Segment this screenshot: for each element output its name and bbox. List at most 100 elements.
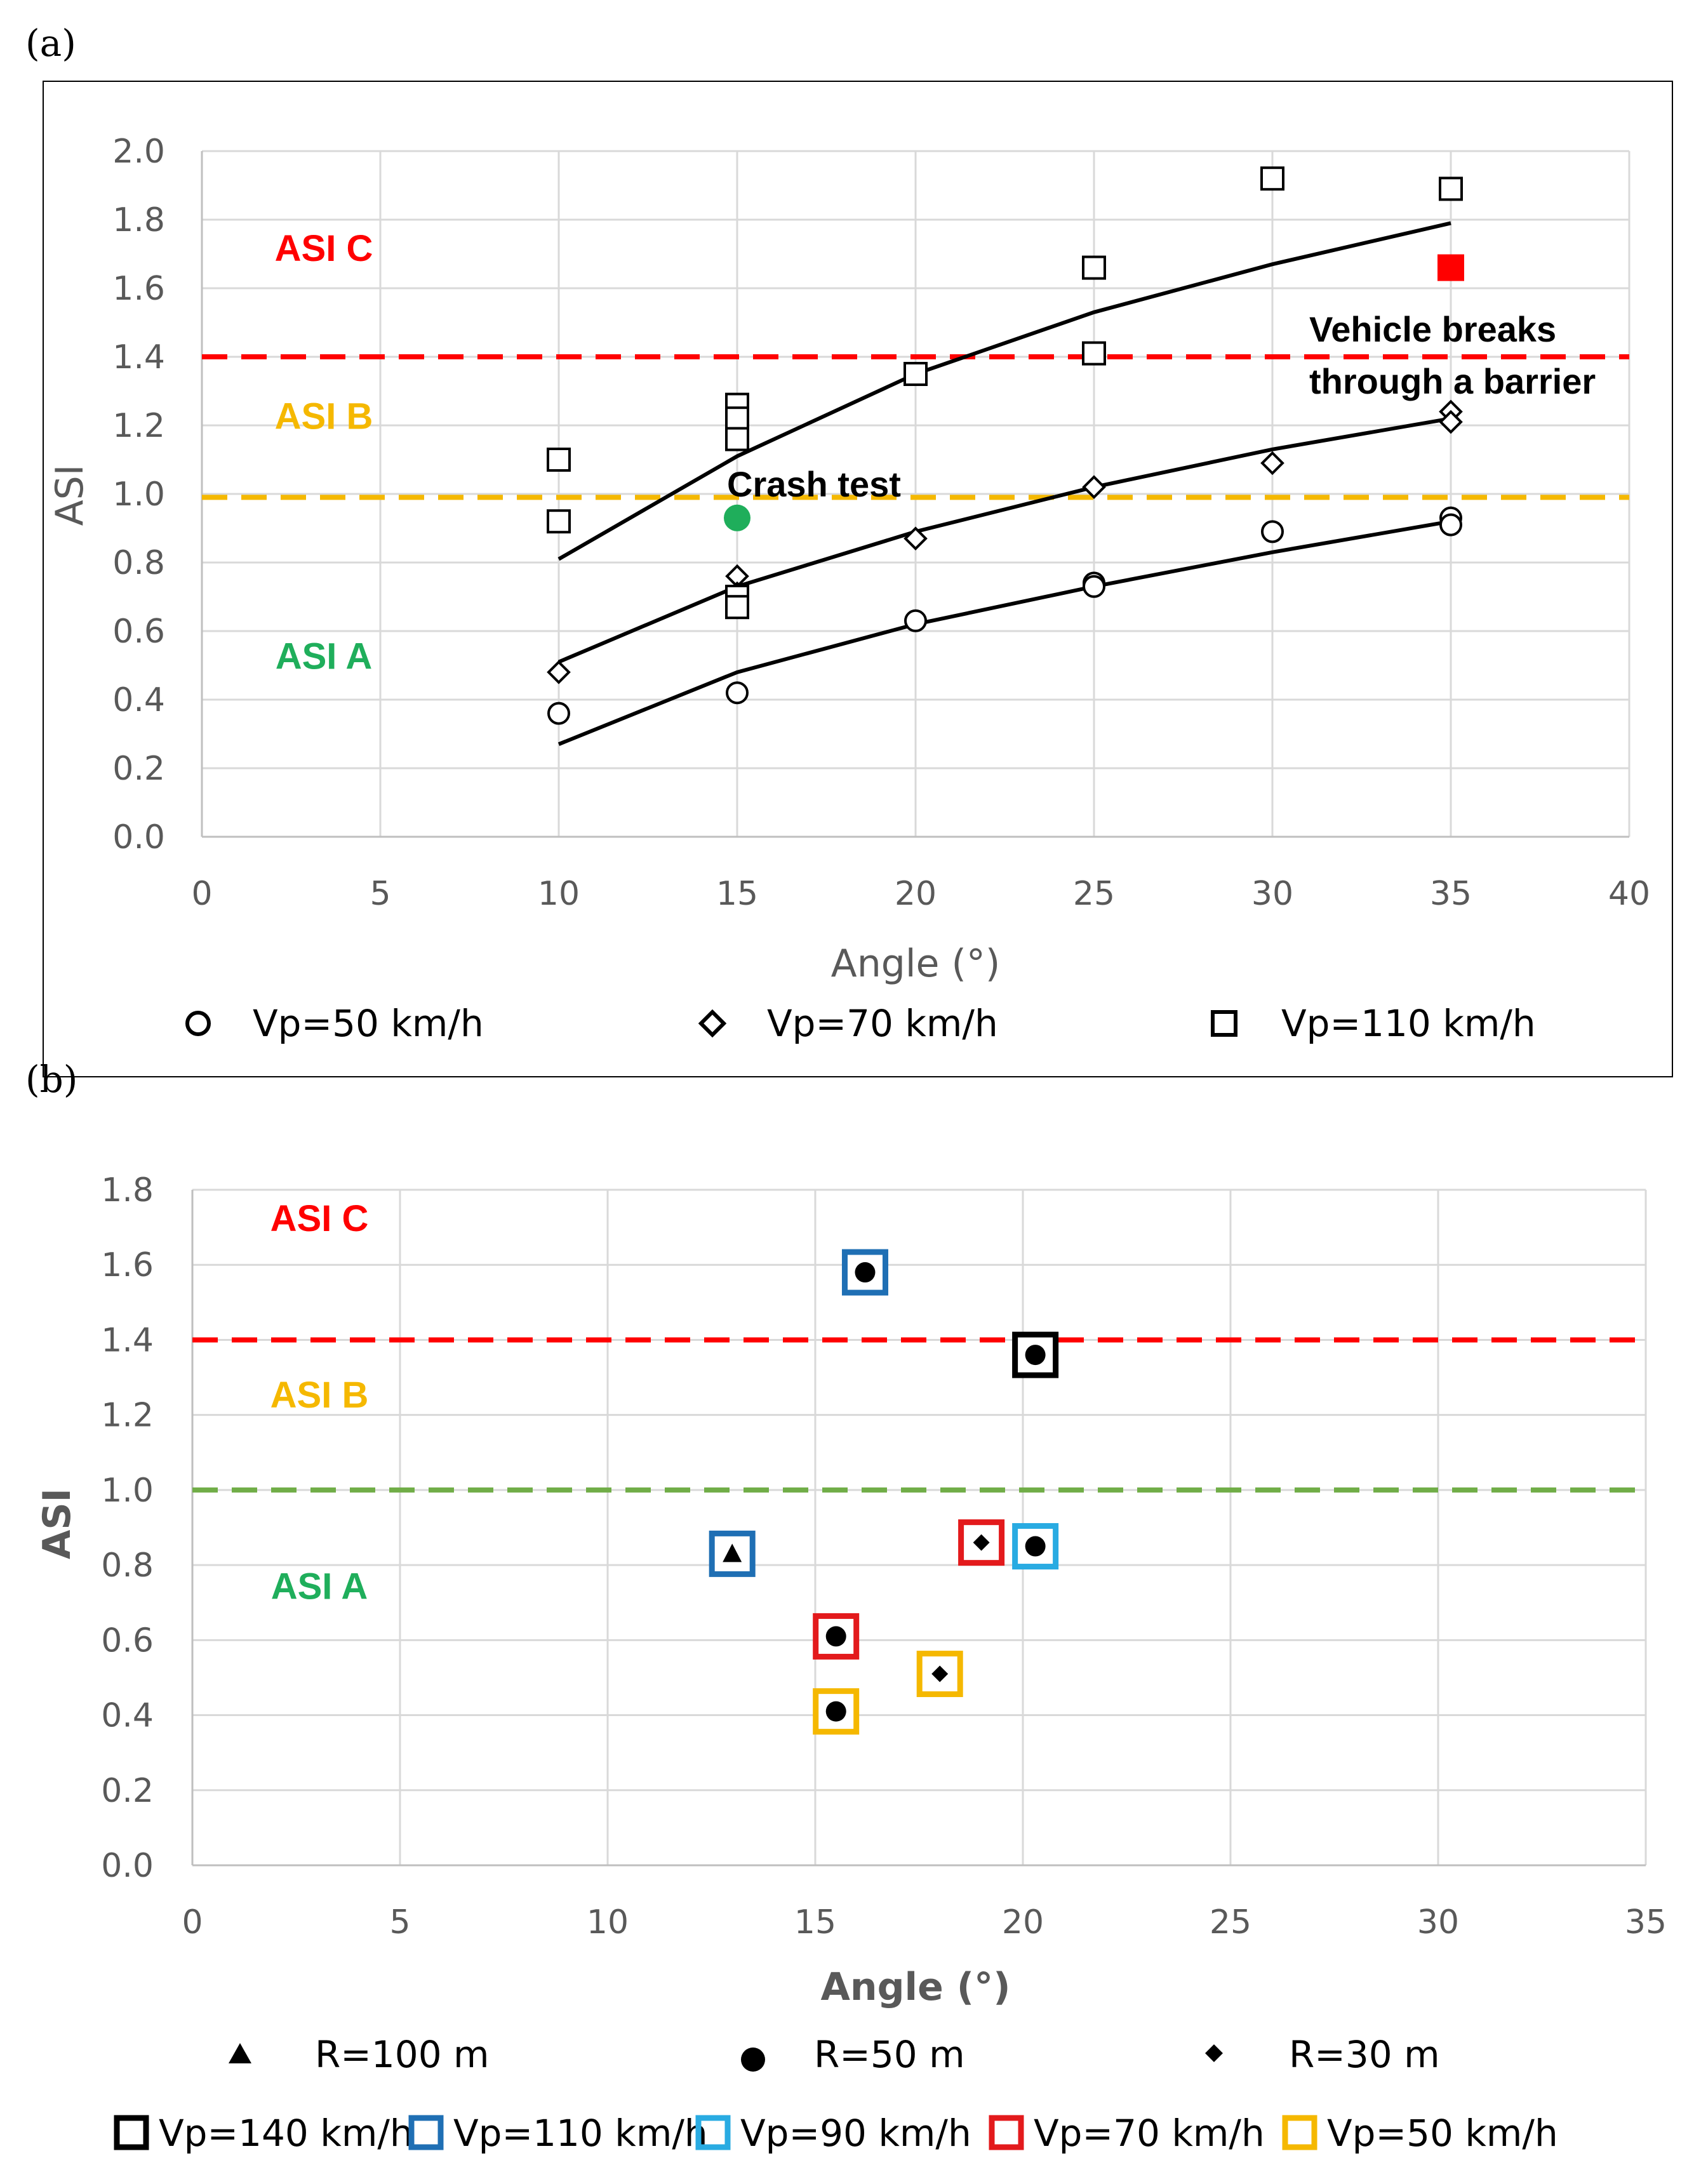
- x-tick-label: 15: [794, 1903, 836, 1941]
- panel-a-crash-test-annotation: Crash test: [727, 464, 901, 504]
- panel-a-vehicle-annotation-line2: through a barrier: [1309, 361, 1596, 401]
- panel-b-xlabel: Angle (°): [820, 1965, 1010, 2009]
- x-tick-label: 30: [1417, 1903, 1459, 1941]
- legend-frame-vp90: [695, 2115, 731, 2150]
- data-point-circle: [547, 702, 570, 725]
- trendline-vp-110-km-h: [557, 221, 1451, 561]
- x-tick-label: 5: [389, 1903, 410, 1941]
- legend-label-vp140: Vp=140 km/h: [159, 2112, 413, 2155]
- data-point-diamond: [973, 1534, 990, 1551]
- trendline-vp-50-km-h: [557, 519, 1451, 746]
- data-point-circle: [1261, 520, 1284, 543]
- data-point-circle: [1439, 513, 1462, 536]
- panel-a-thresholds: [202, 354, 1629, 500]
- panel-a-ticks: 0.0 0.2 0.4 0.6 0.8 1.0 1.2 1.4 1.6 1.8 2.0 0 5 10 15 2…: [112, 133, 1650, 913]
- frame-vp-50-km-h: [916, 1651, 963, 1698]
- data-point-square: [725, 595, 749, 620]
- panel-a-zones: ASI C ASI B ASI A: [275, 228, 373, 677]
- legend-label-vp110: Vp=110 km/h: [1281, 1002, 1536, 1045]
- panel-b-frame-legend: Vp=140 km/h Vp=110 km/h Vp=90 km/h Vp=70…: [114, 2112, 1558, 2155]
- zone-label-asi-b: ASI B: [270, 1375, 369, 1416]
- data-point-square: [547, 448, 571, 472]
- panel-b-thresholds: [192, 1337, 1646, 1493]
- x-tick-label: 10: [538, 875, 580, 913]
- legend-label-vp70: Vp=70 km/h: [767, 1002, 998, 1045]
- x-tick-label: 0: [191, 875, 212, 913]
- legend-circle-marker: [185, 1011, 211, 1036]
- panel-a-label: (a): [25, 22, 76, 65]
- zone-label-asi-b: ASI B: [275, 396, 373, 437]
- legend-label-vp50: Vp=50 km/h: [1327, 2112, 1558, 2155]
- data-point-square: [725, 427, 749, 451]
- legend-circle-marker: [741, 2048, 765, 2072]
- y-tick-label: 1.4: [112, 338, 165, 376]
- y-tick-label: 1.8: [112, 201, 165, 239]
- panel-b-label: (b): [25, 1058, 77, 1101]
- trendline-vp-70-km-h: [557, 416, 1451, 664]
- panel-b-ticks: 0.0 0.2 0.4 0.6 0.8 1.0 1.2 1.4 1.6 1.8 0 5 10 15 20 25…: [101, 1171, 1667, 1941]
- zone-label-asi-a: ASI A: [271, 1566, 368, 1607]
- legend-triangle-marker: [229, 2043, 251, 2063]
- panel-a-frame: [43, 81, 1673, 1077]
- panel-a-xlabel: Angle (°): [831, 942, 1001, 986]
- legend-diamond-marker: [698, 1009, 727, 1038]
- x-tick-label: 35: [1430, 875, 1472, 913]
- data-point-circle: [1083, 575, 1105, 598]
- panel-a-trendlines: [557, 221, 1451, 746]
- y-tick-label: 1.0: [112, 476, 165, 514]
- legend-label-r30: R=30 m: [1289, 2033, 1440, 2076]
- x-tick-label: 20: [895, 875, 937, 913]
- special-point-vehicle-breaks-through: [1437, 254, 1464, 281]
- y-tick-label: 0.8: [101, 1547, 154, 1585]
- y-tick-label: 0.0: [112, 818, 165, 856]
- legend-frame-vp70: [989, 2115, 1024, 2150]
- x-tick-label: 15: [716, 875, 758, 913]
- y-tick-label: 2.0: [112, 133, 165, 171]
- y-tick-label: 1.6: [101, 1246, 154, 1284]
- data-point-circle: [904, 609, 927, 632]
- data-point-square: [547, 509, 571, 534]
- legend-label-r100: R=100 m: [315, 2033, 490, 2076]
- legend-diamond-marker: [1205, 2044, 1223, 2062]
- panel-b-shape-legend: R=100 m R=50 m R=30 m: [229, 2033, 1440, 2076]
- zone-label-asi-c: ASI C: [275, 228, 373, 269]
- panel-b-grid: [191, 1189, 1647, 1867]
- legend-frame-vp50: [1282, 2115, 1317, 2150]
- panel-a-points: [547, 166, 1464, 725]
- panel-a-ylabel: ASI: [48, 465, 92, 526]
- data-point-square: [725, 406, 749, 431]
- data-point-circle: [825, 1626, 846, 1647]
- y-tick-label: 1.2: [101, 1397, 154, 1435]
- legend-square-marker: [1211, 1010, 1237, 1037]
- y-tick-label: 1.6: [112, 270, 165, 308]
- data-point-diamond: [1260, 451, 1284, 476]
- y-tick-label: 1.2: [112, 407, 165, 445]
- data-point-circle: [726, 681, 749, 705]
- x-tick-label: 30: [1251, 875, 1293, 913]
- data-point-diamond: [904, 526, 928, 551]
- data-point-diamond: [931, 1665, 949, 1682]
- x-tick-label: 25: [1210, 1903, 1251, 1941]
- x-tick-label: 5: [370, 875, 390, 913]
- data-point-circle: [1025, 1345, 1046, 1366]
- data-point-diamond: [1439, 410, 1463, 434]
- legend-frame-vp110: [408, 2115, 444, 2150]
- legend-label-vp70: Vp=70 km/h: [1034, 2112, 1265, 2155]
- y-tick-label: 0.6: [112, 613, 165, 651]
- y-tick-label: 0.6: [101, 1621, 154, 1660]
- panel-b-ylabel: ASI: [35, 1488, 79, 1559]
- x-tick-label: 35: [1625, 1903, 1667, 1941]
- zone-label-asi-c: ASI C: [270, 1198, 369, 1239]
- y-tick-label: 0.8: [112, 544, 165, 582]
- legend-label-vp90: Vp=90 km/h: [740, 2112, 971, 2155]
- special-point-crash-test: [724, 504, 750, 531]
- data-point-circle: [1025, 1536, 1046, 1557]
- y-tick-label: 0.4: [101, 1697, 154, 1735]
- data-point-square: [1082, 341, 1106, 366]
- y-tick-label: 1.0: [101, 1472, 154, 1510]
- y-tick-label: 1.4: [101, 1321, 154, 1359]
- panel-b-zones: ASI C ASI B ASI A: [270, 1198, 369, 1607]
- panel-a-vehicle-annotation-line1: Vehicle breaks: [1309, 309, 1556, 349]
- y-tick-label: 0.2: [101, 1772, 154, 1810]
